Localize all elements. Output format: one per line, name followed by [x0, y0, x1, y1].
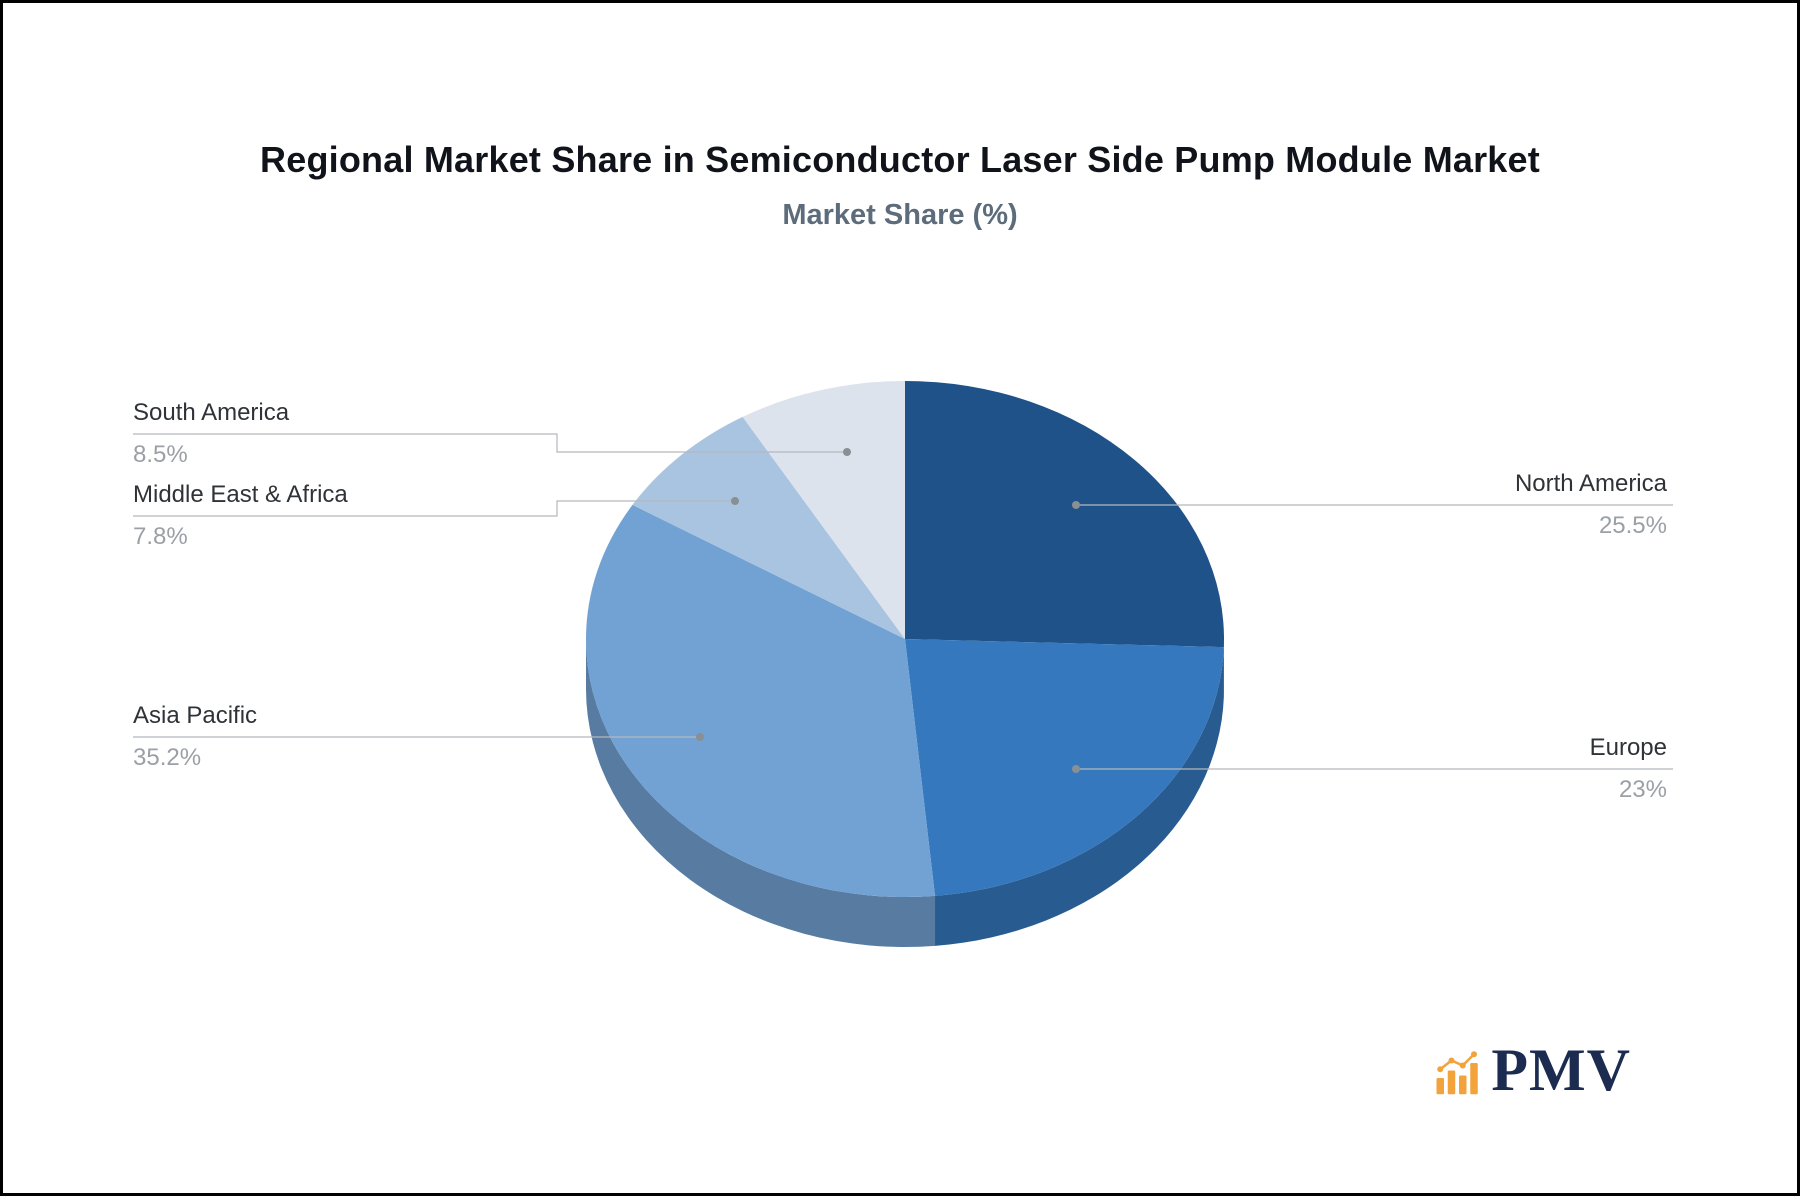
value-europe: 23% — [1618, 776, 1667, 803]
chart-title: Regional Market Share in Semiconductor L… — [260, 139, 1540, 180]
label-middle-east-africa: Middle East & Africa — [133, 481, 348, 508]
label-north-america: North America — [1514, 470, 1667, 497]
pie-chart-svg — [133, 381, 1673, 947]
value-middle-east-africa: 7.8% — [133, 523, 188, 550]
value-south-america: 8.5% — [133, 441, 188, 468]
value-north-america: 25.5% — [1598, 512, 1667, 539]
label-asia-pacific: Asia Pacific — [133, 702, 258, 729]
label-south-america: South America — [133, 399, 290, 426]
brand-name: PMV — [1491, 1037, 1631, 1103]
chart-subtitle: Market Share (%) — [782, 199, 1018, 231]
value-asia-pacific: 35.2% — [133, 744, 202, 771]
label-europe: Europe — [1589, 734, 1667, 761]
bar-chart-logo-icon — [1436, 1051, 1479, 1095]
brand-logo: PMV — [1432, 1037, 1631, 1103]
